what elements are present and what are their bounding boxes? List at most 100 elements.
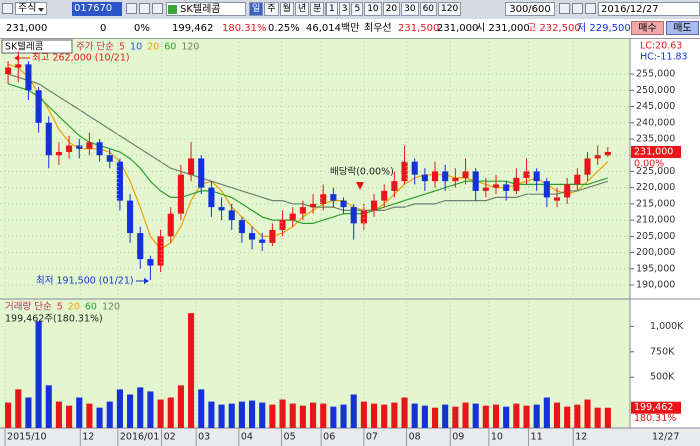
volume-bar — [574, 404, 581, 428]
period-button[interactable]: 월 — [279, 2, 294, 16]
candle-body — [228, 210, 235, 221]
candle-body — [604, 151, 611, 156]
candle-body — [421, 174, 428, 182]
volume-bar — [340, 404, 347, 428]
interval-button[interactable]: 20 — [382, 2, 401, 16]
interval-button[interactable]: 30 — [401, 2, 419, 16]
x-tick-label: 2015/10 — [7, 432, 46, 443]
sound-icon[interactable] — [139, 3, 150, 14]
annotation-arrowhead — [356, 182, 364, 190]
chart-name-box — [1, 39, 73, 54]
candle-body — [330, 194, 337, 201]
ask: 231,500 — [398, 23, 440, 34]
annotation: 최저 191,500 (01/21) — [36, 276, 134, 287]
candle-body — [472, 171, 479, 191]
y-tick-label: 200,000 — [636, 247, 675, 258]
last-price-box — [631, 145, 681, 158]
stock-name[interactable]: SK텔레콤 — [166, 2, 246, 16]
volume-bar — [553, 402, 561, 428]
market-select[interactable]: 주식 — [15, 2, 48, 15]
x-tick-label: 05 — [284, 432, 296, 443]
candle-body — [360, 210, 367, 224]
lc-label: LC:20.63 — [640, 41, 682, 52]
interval-button[interactable]: 1 — [326, 2, 338, 16]
legend-entry: 60 — [85, 302, 97, 313]
buy-button[interactable]: 매수 — [631, 21, 664, 35]
x-tick-label: 07 — [366, 432, 378, 443]
y-tick-label: 250,000 — [636, 85, 675, 96]
volume-bar — [523, 405, 530, 428]
chart-name: SK텔레콤 — [5, 41, 44, 53]
candle-body — [116, 161, 123, 201]
period-button[interactable]: 주 — [264, 2, 279, 16]
candle-body — [96, 142, 103, 156]
x-tick-label: 08 — [409, 432, 421, 443]
period-button[interactable]: 분 — [310, 2, 325, 16]
count-box[interactable]: 300/600 — [505, 2, 555, 16]
search-icon[interactable] — [126, 3, 137, 14]
candle-body — [462, 171, 469, 178]
sell-button[interactable]: 매도 — [666, 21, 699, 35]
x-last-label: 12/27 — [652, 432, 679, 443]
menu-icon[interactable] — [2, 3, 13, 14]
candle-body — [198, 158, 205, 188]
y-tick-label: 255,000 — [636, 69, 675, 80]
annotation-arrowhead — [14, 55, 19, 61]
volume-bar — [564, 406, 571, 428]
volume-bar — [177, 385, 184, 428]
interval-button[interactable]: 120 — [438, 2, 462, 16]
candle-body — [320, 194, 327, 204]
y-tick-label: 500K — [650, 372, 675, 383]
candle-body — [310, 203, 317, 208]
volume-bar — [370, 403, 378, 428]
stock-icon — [168, 5, 177, 14]
code-input[interactable]: 017670 — [72, 2, 122, 16]
best-label: 최우선 — [364, 23, 392, 34]
change-pct: 0% — [134, 23, 150, 34]
axis-background — [630, 38, 700, 428]
interval-button[interactable]: 60 — [419, 2, 438, 16]
volume-bar — [249, 400, 256, 428]
volume-bar — [238, 401, 245, 428]
candle-body — [523, 171, 530, 178]
date-box[interactable]: 2016/12/27 — [598, 2, 700, 16]
candle-body — [553, 197, 561, 201]
candle-body — [370, 200, 378, 211]
candle-body — [391, 181, 398, 191]
link-icon[interactable] — [152, 3, 163, 14]
candle-body — [208, 187, 215, 208]
save-icon[interactable] — [572, 3, 583, 14]
candle-body — [431, 171, 439, 182]
candle-body — [55, 151, 62, 156]
x-tick-label: 11 — [531, 432, 543, 443]
volume-bar — [503, 406, 510, 428]
x-tick-label: 02 — [164, 432, 176, 443]
candle-body — [249, 233, 256, 240]
y-tick-label: 240,000 — [636, 117, 675, 128]
y-tick-label: 195,000 — [636, 263, 675, 274]
volume-bar — [350, 394, 357, 428]
interval-button[interactable]: 3 — [338, 2, 351, 16]
candle-body — [299, 207, 306, 214]
settings-icon[interactable] — [585, 3, 596, 14]
candle-body — [564, 184, 571, 198]
y-tick-label: 205,000 — [636, 231, 675, 242]
candle-body — [543, 181, 550, 198]
period-button[interactable]: 년 — [294, 2, 310, 16]
interval-button[interactable]: 10 — [364, 2, 382, 16]
y-tick-label: 210,000 — [636, 215, 675, 226]
volume-bar — [218, 404, 225, 428]
volume-bar — [198, 389, 205, 428]
candle-body — [35, 90, 42, 123]
interval-button[interactable]: 5 — [351, 2, 364, 16]
volume-bar — [167, 397, 174, 428]
candle-body — [238, 220, 245, 234]
period-button[interactable]: 일 — [249, 2, 264, 16]
volume-bar — [381, 404, 388, 428]
volume-bar — [360, 401, 367, 428]
volume-bar — [492, 404, 500, 428]
candle-body — [25, 64, 32, 91]
tool-icon[interactable] — [559, 3, 570, 14]
x-tick-label: 12 — [575, 432, 587, 443]
